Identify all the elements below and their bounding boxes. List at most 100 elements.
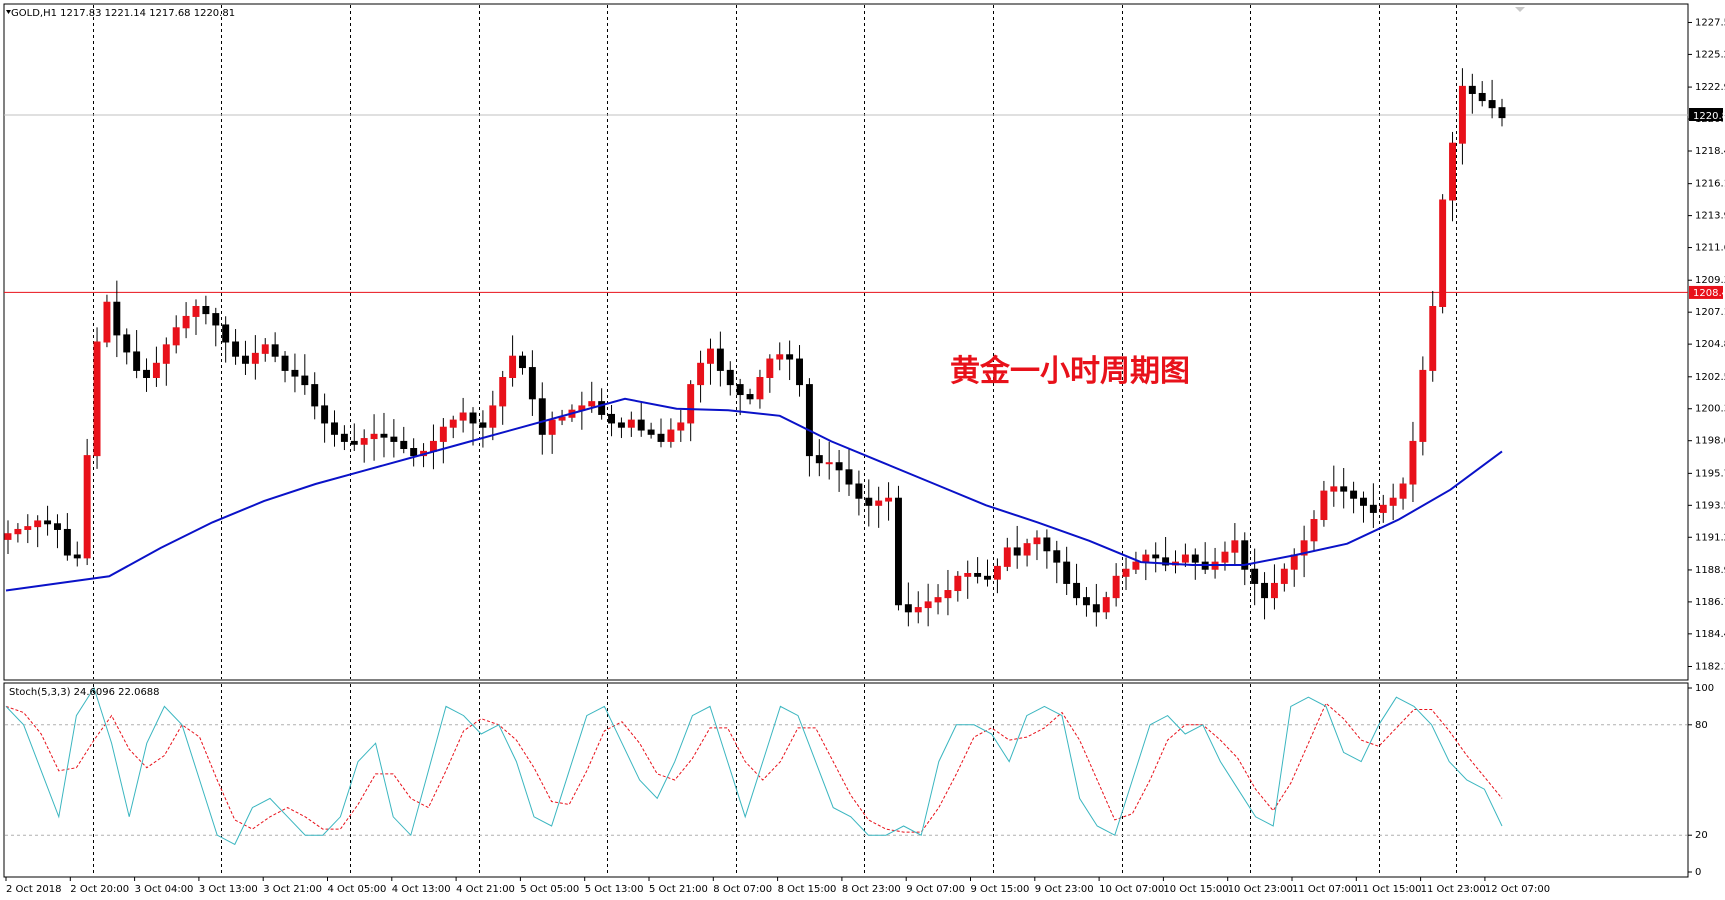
candle-bearish bbox=[746, 394, 754, 400]
candle-bullish bbox=[677, 422, 685, 431]
candle-bearish bbox=[1053, 550, 1061, 563]
candle-bearish bbox=[222, 324, 230, 343]
candle-bullish bbox=[1458, 85, 1466, 144]
candle-bearish bbox=[786, 354, 794, 360]
candle-bullish bbox=[1221, 551, 1229, 563]
price-tick-label: 1191.25 bbox=[1695, 532, 1725, 543]
candle-bullish bbox=[251, 352, 259, 364]
price-tick-label: 1193.50 bbox=[1695, 500, 1725, 511]
candle-bullish bbox=[449, 419, 457, 428]
price-axis: 1227.501225.251222.951220.701218.451216.… bbox=[1688, 17, 1725, 673]
candle-bearish bbox=[311, 384, 319, 407]
symbol-dropdown-icon[interactable] bbox=[6, 10, 11, 14]
price-tick-label: 1216.15 bbox=[1695, 179, 1725, 190]
candle-bearish bbox=[647, 429, 655, 435]
price-tick-label: 1198.05 bbox=[1695, 436, 1725, 447]
scroll-shift-icon[interactable] bbox=[1515, 7, 1525, 12]
time-tick-label: 5 Oct 13:00 bbox=[585, 884, 644, 895]
candle-bullish bbox=[1449, 142, 1456, 201]
candle-bearish bbox=[1241, 540, 1249, 570]
candle-bullish bbox=[1290, 554, 1298, 570]
candle-bearish bbox=[123, 334, 131, 353]
candle-bearish bbox=[1191, 554, 1199, 563]
stochastic-tick-label: 20 bbox=[1695, 830, 1708, 841]
price-tick-label: 1188.95 bbox=[1695, 565, 1725, 576]
time-tick-label: 8 Oct 15:00 bbox=[778, 884, 837, 895]
candle-bullish bbox=[924, 601, 932, 609]
candle-bearish bbox=[1261, 582, 1269, 599]
stochastic-vertical-gridlines bbox=[93, 684, 1457, 876]
main-panel: GOLD,H1 1217.83 1221.14 1217.68 1220.81 … bbox=[3, 3, 1689, 681]
candle-bearish bbox=[519, 355, 526, 369]
candle-bearish bbox=[726, 369, 734, 386]
candle-bearish bbox=[1478, 92, 1486, 102]
time-tick-label: 8 Oct 23:00 bbox=[842, 884, 901, 895]
candle-bullish bbox=[1419, 369, 1427, 442]
vertical-gridlines bbox=[93, 5, 1457, 679]
price-tick-label: 1227.50 bbox=[1695, 17, 1725, 28]
candle-bullish bbox=[1439, 199, 1447, 307]
candle-bullish bbox=[499, 377, 507, 407]
candle-bullish bbox=[1330, 486, 1338, 492]
candle-bullish bbox=[1112, 575, 1120, 599]
price-tick-label: 1209.35 bbox=[1695, 275, 1725, 286]
price-tick-label: 1218.45 bbox=[1695, 146, 1725, 157]
main-panel-frame bbox=[3, 3, 1689, 681]
candle-bearish bbox=[1488, 100, 1496, 109]
candle-bearish bbox=[63, 528, 71, 556]
candle-bearish bbox=[44, 520, 52, 525]
price-tick-label: 1213.90 bbox=[1695, 211, 1725, 222]
candle-bearish bbox=[1498, 107, 1506, 119]
price-tick-label: 1222.95 bbox=[1695, 82, 1725, 93]
time-tick-label: 10 Oct 23:00 bbox=[1228, 884, 1293, 895]
candle-bullish bbox=[14, 528, 22, 535]
candle-bullish bbox=[182, 315, 190, 329]
candle-bearish bbox=[291, 369, 299, 377]
candle-bullish bbox=[1142, 554, 1150, 563]
time-tick-label: 9 Oct 23:00 bbox=[1035, 884, 1094, 895]
candle-bullish bbox=[93, 341, 101, 457]
candle-bullish bbox=[697, 362, 705, 386]
current-price-label: 1220.81 bbox=[1693, 111, 1725, 122]
candle-bullish bbox=[360, 438, 368, 445]
time-tick-label: 10 Oct 15:00 bbox=[1163, 884, 1228, 895]
candle-bearish bbox=[796, 358, 803, 386]
candle-bearish bbox=[835, 462, 843, 471]
candle-bearish bbox=[815, 455, 823, 464]
candle-bullish bbox=[766, 358, 774, 379]
candle-bullish bbox=[1280, 568, 1288, 584]
candle-bearish bbox=[331, 422, 338, 435]
candle-bullish bbox=[944, 590, 952, 599]
candle-bullish bbox=[4, 533, 12, 540]
candle-bearish bbox=[1468, 85, 1476, 94]
time-tick-label: 2 Oct 20:00 bbox=[70, 884, 129, 895]
candle-bullish bbox=[885, 497, 893, 502]
candle-bullish bbox=[964, 572, 972, 577]
candle-bearish bbox=[538, 398, 546, 435]
candle-bearish bbox=[271, 344, 279, 357]
candle-bearish bbox=[865, 497, 873, 506]
candle-bullish bbox=[825, 462, 833, 465]
candle-bullish bbox=[1102, 597, 1110, 613]
candle-bearish bbox=[1013, 547, 1021, 556]
time-tick-label: 8 Oct 07:00 bbox=[713, 884, 772, 895]
candle-bearish bbox=[73, 554, 81, 559]
moving-average-line bbox=[5, 397, 1503, 592]
candle-bullish bbox=[172, 327, 180, 346]
candle-bearish bbox=[1092, 604, 1100, 613]
time-tick-label: 11 Oct 07:00 bbox=[1292, 884, 1357, 895]
time-tick-label: 11 Oct 23:00 bbox=[1421, 884, 1486, 895]
candle-bullish bbox=[439, 426, 447, 442]
candle-bullish bbox=[34, 520, 42, 528]
candle-bearish bbox=[54, 523, 61, 530]
candle-bullish bbox=[558, 416, 566, 421]
candle-bearish bbox=[113, 301, 121, 336]
candle-bullish bbox=[261, 344, 269, 354]
candle-bullish bbox=[687, 384, 695, 424]
candle-bullish bbox=[1409, 440, 1417, 485]
price-tick-label: 1204.85 bbox=[1695, 339, 1725, 350]
candle-bullish bbox=[776, 354, 784, 360]
price-tick-label: 1207.10 bbox=[1695, 307, 1725, 318]
candle-bullish bbox=[934, 597, 942, 603]
time-axis: 2 Oct 2018 2 Oct 20:00 3 Oct 04:00 3 Oct 13… bbox=[5, 877, 1550, 895]
